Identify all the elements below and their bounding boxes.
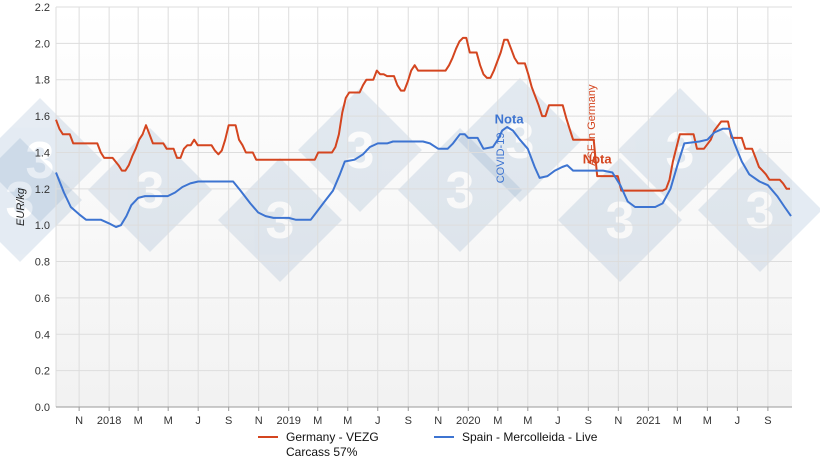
legend-label: Spain - Mercolleida - Live bbox=[462, 430, 598, 444]
svg-text:3: 3 bbox=[346, 122, 375, 180]
watermark-logo-icon: 3 bbox=[88, 128, 212, 252]
x-tick-label: S bbox=[585, 415, 592, 427]
watermark-logo-icon: 3 bbox=[398, 128, 522, 252]
svg-text:3: 3 bbox=[26, 132, 55, 190]
x-axis-ticks: N 2018 M M J S N 2019 M M J S N 2020 M M J S N 2021 M M J S bbox=[75, 407, 772, 427]
x-tick-label: N bbox=[255, 415, 263, 427]
watermark-logo-icon: 3 bbox=[698, 148, 820, 272]
watermark-logo-icon: 3 bbox=[618, 88, 742, 212]
x-tick-label: 2018 bbox=[97, 415, 121, 427]
x-tick-label: S bbox=[764, 415, 771, 427]
y-tick-label: 1.2 bbox=[35, 184, 50, 196]
x-tick-label: M bbox=[493, 415, 502, 427]
y-tick-label: 0.0 bbox=[35, 402, 50, 414]
y-tick-label: 1.4 bbox=[35, 147, 50, 159]
x-tick-label: M bbox=[523, 415, 532, 427]
y-axis-ticks: 0.0 0.2 0.4 0.6 0.8 1.0 1.2 1.4 1.6 1.8 2.0 2.2 bbox=[35, 2, 50, 414]
gridlines bbox=[55, 6, 792, 408]
x-tick-label: M bbox=[134, 415, 143, 427]
svg-text:3: 3 bbox=[266, 192, 295, 250]
x-tick-label: N bbox=[75, 415, 83, 427]
y-tick-label: 2.0 bbox=[35, 38, 50, 50]
annotation-label: COVID-19 bbox=[495, 133, 507, 184]
plot-background bbox=[56, 7, 792, 407]
annotation-label: Nota bbox=[583, 151, 613, 166]
series-line-germany bbox=[55, 36, 790, 192]
annotation-label: ASF in Germany bbox=[586, 84, 598, 166]
x-tick-label: M bbox=[343, 415, 352, 427]
series-line-spain bbox=[55, 126, 792, 228]
y-tick-label: 0.8 bbox=[35, 257, 50, 269]
y-tick-label: 2.2 bbox=[35, 2, 50, 14]
x-tick-label: S bbox=[225, 415, 232, 427]
svg-text:3: 3 bbox=[446, 162, 475, 220]
legend-label: Germany - VEZG bbox=[286, 430, 379, 444]
watermark-logo-icon: 3 bbox=[0, 138, 82, 262]
x-tick-label: M bbox=[313, 415, 322, 427]
y-tick-label: 1.8 bbox=[35, 75, 50, 87]
y-tick-label: 1.6 bbox=[35, 111, 50, 123]
series-lines bbox=[55, 36, 792, 228]
x-tick-label: J bbox=[195, 415, 201, 427]
legend-label: Carcass 57% bbox=[286, 445, 358, 459]
y-tick-label: 0.2 bbox=[35, 366, 50, 378]
x-tick-label: 2020 bbox=[456, 415, 480, 427]
svg-text:3: 3 bbox=[746, 182, 775, 240]
x-tick-label: J bbox=[555, 415, 561, 427]
x-tick-label: M bbox=[703, 415, 712, 427]
svg-text:3: 3 bbox=[136, 162, 165, 220]
x-tick-label: N bbox=[614, 415, 622, 427]
y-tick-label: 0.6 bbox=[35, 293, 50, 305]
y-tick-label: 1.0 bbox=[35, 220, 50, 232]
y-axis-title: EUR/kg bbox=[15, 187, 27, 226]
y-tick-label: 0.4 bbox=[35, 329, 50, 341]
watermark-logo-icon: 3 bbox=[298, 88, 422, 212]
svg-text:3: 3 bbox=[666, 122, 695, 180]
svg-text:3: 3 bbox=[606, 192, 635, 250]
x-tick-label: J bbox=[735, 415, 741, 427]
x-tick-label: 2019 bbox=[276, 415, 300, 427]
x-tick-label: S bbox=[405, 415, 412, 427]
x-tick-label: 2021 bbox=[636, 415, 660, 427]
annotation-label: Nota bbox=[495, 111, 525, 126]
x-tick-label: M bbox=[164, 415, 173, 427]
watermark-logo-icon: 3 bbox=[0, 98, 102, 222]
x-tick-label: J bbox=[375, 415, 381, 427]
svg-text:3: 3 bbox=[6, 172, 35, 230]
x-tick-label: M bbox=[673, 415, 682, 427]
x-tick-label: N bbox=[434, 415, 442, 427]
